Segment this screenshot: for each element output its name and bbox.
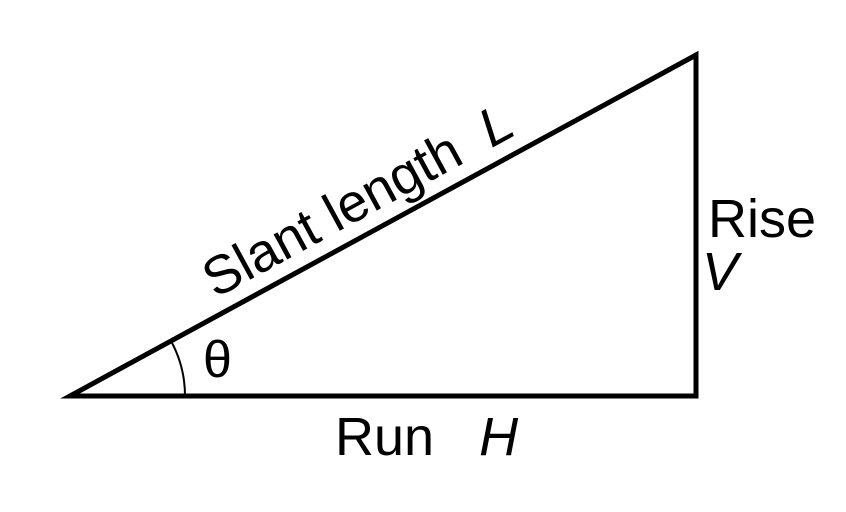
run-label: Run H [335, 407, 519, 467]
run-text: Run [335, 407, 434, 467]
slant-length-text: Slant length [192, 120, 471, 309]
rise-variable: V [702, 242, 743, 302]
slant-length-variable: L [468, 92, 523, 159]
slant-length-label: Slant length L [192, 92, 523, 309]
run-variable: H [479, 407, 519, 467]
angle-theta-label: θ [203, 331, 232, 389]
triangle-outline [60, 50, 699, 399]
angle-arc [170, 340, 186, 397]
rise-label: Rise [708, 189, 816, 249]
